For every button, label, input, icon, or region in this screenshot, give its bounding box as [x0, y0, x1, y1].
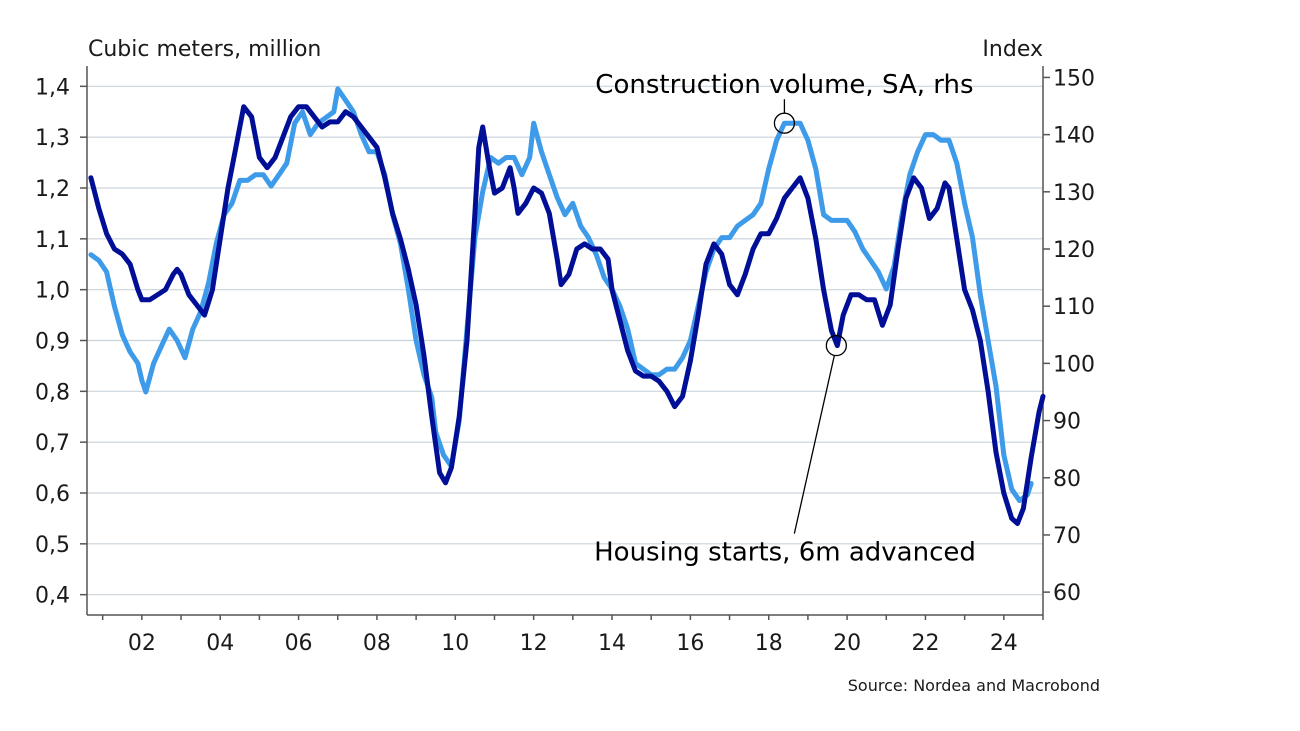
gridlines: [87, 85, 1043, 596]
x-tick-label: 10: [441, 631, 469, 656]
axes: 0,4 0,5 0,6 0,7 0,8 0,9 1,0 1,1 1,2 1,3 1,4 60 70 80 9…: [35, 66, 1095, 656]
left-tick-label: 1,4: [35, 75, 70, 100]
x-tick-label: 16: [676, 631, 704, 656]
source-note: Source: Nordea and Macrobond: [848, 676, 1100, 695]
housing-starts-marker: [825, 334, 847, 357]
x-tick-label: 14: [598, 631, 626, 656]
left-tick-label: 1,2: [35, 177, 70, 202]
left-tick-label: 0,5: [35, 533, 70, 558]
housing-starts-line: [88, 104, 1046, 526]
left-tick-label: 1,3: [35, 126, 70, 151]
left-tick-label: 0,6: [35, 482, 70, 507]
x-tick-label: 12: [520, 631, 548, 656]
left-tick-label: 1,0: [35, 279, 70, 304]
x-tick-label: 20: [833, 631, 861, 656]
left-tick-label: 0,7: [35, 431, 70, 456]
annotations: Construction volume, SA, rhs Housing star…: [594, 70, 976, 567]
housing-starts-label: Housing starts, 6m advanced: [594, 538, 976, 568]
series-lines: [88, 86, 1046, 526]
left-tick-label: 0,8: [35, 380, 70, 405]
x-tick-label: 04: [206, 631, 234, 656]
right-tick-label: 140: [1053, 124, 1095, 149]
right-tick-label: 120: [1053, 238, 1095, 263]
left-axis-title: Cubic meters, million: [88, 37, 321, 62]
left-tick-label: 1,1: [35, 228, 70, 253]
right-tick-label: 70: [1053, 524, 1081, 549]
right-tick-label: 90: [1053, 410, 1081, 435]
x-tick-label: 18: [755, 631, 783, 656]
right-tick-label: 60: [1053, 581, 1081, 606]
x-tick-label: 24: [990, 631, 1018, 656]
right-tick-label: 110: [1053, 295, 1095, 320]
right-axis-title: Index: [982, 37, 1043, 62]
left-tick-label: 0,4: [35, 584, 70, 609]
x-tick-label: 06: [285, 631, 313, 656]
right-tick-label: 100: [1053, 352, 1095, 377]
x-tick-label: 22: [911, 631, 939, 656]
construction-volume-line: [88, 86, 1034, 504]
right-tick-label: 130: [1053, 181, 1095, 206]
construction-volume-label: Construction volume, SA, rhs: [595, 70, 973, 100]
right-tick-label: 150: [1053, 66, 1095, 91]
right-tick-label: 80: [1053, 467, 1081, 492]
left-tick-label: 0,9: [35, 330, 70, 355]
housing-starts-leader: [793, 355, 835, 534]
x-tick-label: 08: [363, 631, 391, 656]
x-tick-label: 02: [128, 631, 156, 656]
